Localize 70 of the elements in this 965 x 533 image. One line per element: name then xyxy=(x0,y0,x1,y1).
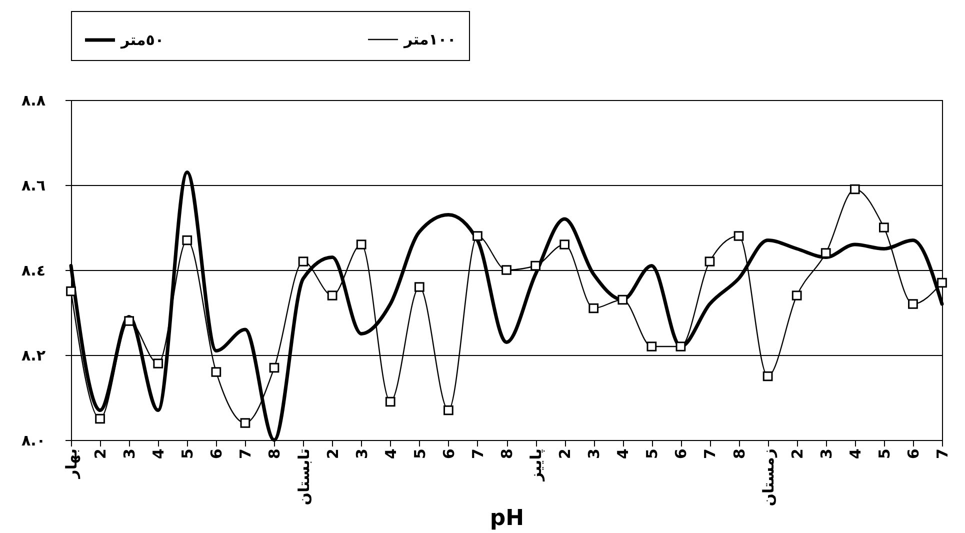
x-tick-label: پاییز xyxy=(527,448,546,482)
x-tick-label: 2 xyxy=(556,448,574,459)
point xyxy=(240,418,250,428)
point xyxy=(385,396,396,407)
point xyxy=(182,235,192,246)
x-tick-label: 4 xyxy=(614,448,632,459)
y-tick-label: ٨.٠ xyxy=(21,432,46,450)
point xyxy=(124,316,134,326)
point xyxy=(327,290,338,300)
x-tick-label: 6 xyxy=(208,448,226,459)
point xyxy=(879,222,889,232)
x-tick-label: 8 xyxy=(730,448,748,459)
point xyxy=(530,260,540,271)
point xyxy=(820,248,831,258)
point xyxy=(937,278,947,288)
point xyxy=(676,342,686,352)
x-tick-label: زمستان xyxy=(759,448,778,506)
x-tick-label: 8 xyxy=(266,448,284,459)
x-tick-label: 4 xyxy=(382,448,400,459)
point xyxy=(588,303,599,314)
x-tick-label: 5 xyxy=(643,448,662,459)
x-tick-label: 4 xyxy=(150,448,168,459)
x-tick-label: 5 xyxy=(875,448,894,459)
x-tick-label: 6 xyxy=(672,448,690,459)
x-tick-label: 2 xyxy=(92,448,110,459)
x-tick-label: 3 xyxy=(120,448,139,459)
x-tick-label: 3 xyxy=(585,448,604,459)
point xyxy=(850,184,860,194)
y-tick-label: ٨.٦ xyxy=(21,176,46,194)
point xyxy=(414,282,424,292)
point xyxy=(704,256,715,266)
point xyxy=(211,367,222,377)
x-tick-label: 5 xyxy=(178,448,197,459)
point xyxy=(444,405,454,416)
point xyxy=(269,362,280,373)
x-tick-label: 4 xyxy=(846,448,864,459)
point xyxy=(298,256,308,266)
point xyxy=(66,286,76,296)
point xyxy=(792,290,802,300)
point xyxy=(560,240,570,250)
x-axis-title: pH xyxy=(490,506,524,532)
x-tick-label: 3 xyxy=(352,448,371,459)
x-tick-label: 7 xyxy=(934,448,952,459)
x-tick-label: 3 xyxy=(817,448,836,459)
x-tick-label: بهار xyxy=(62,448,80,480)
legend-label: ١٠٠متر xyxy=(403,30,456,48)
point xyxy=(356,240,366,250)
x-tick-label: 5 xyxy=(410,448,429,459)
x-tick-label: تابستان xyxy=(294,448,313,506)
x-tick-label: 6 xyxy=(440,448,458,459)
point xyxy=(646,342,657,352)
y-tick-label: ٨.٤ xyxy=(21,262,46,280)
point xyxy=(472,231,482,241)
y-tick-label: ٨.٨ xyxy=(21,92,46,110)
point xyxy=(618,294,628,305)
x-tick-label: 7 xyxy=(468,448,487,459)
x-tick-label: 7 xyxy=(701,448,720,459)
point xyxy=(95,414,105,424)
x-tick-label: 6 xyxy=(904,448,922,459)
point xyxy=(762,371,773,382)
x-tick-label: 2 xyxy=(788,448,806,459)
point xyxy=(734,231,744,241)
x-tick-label: 7 xyxy=(236,448,255,459)
y-tick-label: ٨.٢ xyxy=(21,346,46,364)
x-tick-label: 8 xyxy=(498,448,516,459)
point xyxy=(502,265,512,275)
point xyxy=(908,299,918,309)
x-tick-label: 2 xyxy=(324,448,342,459)
point xyxy=(153,358,164,368)
legend-label: ٥٠متر xyxy=(120,31,164,49)
